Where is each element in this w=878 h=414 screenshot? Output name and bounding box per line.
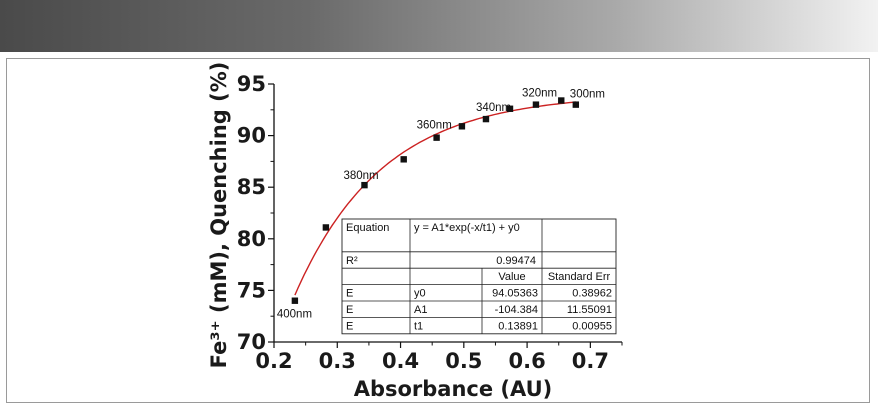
x-tick-label: 0.6: [508, 349, 545, 373]
point-label: 360nm: [417, 120, 452, 132]
y-tick-label: 95: [237, 72, 266, 96]
fit-table: Equation y = A1*exp(-x/t1) + y0 R² 0.99474 V…: [341, 218, 617, 335]
data-point: [433, 134, 440, 141]
data-point: [572, 101, 580, 108]
table-param-value: 94.05363: [492, 288, 538, 300]
y-tick-label: 70: [237, 330, 266, 354]
table-param-stderr: 0.38962: [572, 288, 612, 300]
table-r2-label: R²: [346, 255, 358, 267]
table-row-type: E: [346, 320, 353, 332]
table-param-name: t1: [414, 320, 423, 332]
table-param-stderr: 11.55091: [567, 304, 612, 316]
table-equation-value: y = A1*exp(-x/t1) + y0: [414, 222, 520, 234]
table-border: [341, 218, 617, 335]
y-tick-label: 75: [237, 278, 266, 302]
y-tick-label: 90: [237, 124, 266, 148]
table-param-name: A1: [414, 304, 427, 316]
table-r2-value: 0.99474: [496, 255, 536, 267]
point-label: 380nm: [343, 170, 378, 182]
data-point: [458, 123, 466, 130]
header-band: [0, 0, 878, 52]
table-row-type: E: [346, 288, 353, 300]
data-point: [532, 101, 540, 108]
table-param-name: y0: [414, 288, 426, 300]
point-label: 340nm: [476, 102, 511, 114]
point-label: 400nm: [277, 309, 312, 321]
x-axis-title: Absorbance (AU): [354, 377, 553, 401]
data-point: [482, 115, 490, 123]
x-tick-label: 0.7: [572, 349, 609, 373]
data-point: [361, 181, 368, 189]
data-point: [400, 156, 407, 163]
y-axis-title: Fe³⁺ (mM), Quenching (%): [207, 62, 231, 369]
table-param-stderr: 0.00955: [572, 320, 612, 332]
table-header-value: Value: [498, 271, 525, 283]
y-tick-label: 80: [237, 227, 266, 251]
x-tick-label: 0.2: [255, 349, 292, 373]
point-label: 320nm: [522, 88, 557, 100]
data-point: [291, 297, 299, 304]
data-point: [322, 224, 330, 231]
x-tick-label: 0.5: [445, 349, 482, 373]
table-param-value: 0.13891: [498, 320, 538, 332]
table-row-type: E: [346, 304, 353, 316]
table-param-value: -104.384: [495, 304, 538, 316]
y-tick-label: 85: [237, 175, 266, 199]
data-point: [558, 97, 565, 104]
table-header-stderr: Standard Err: [548, 271, 611, 283]
x-tick-label: 0.3: [319, 349, 356, 373]
x-tick-label: 0.4: [382, 349, 419, 373]
table-equation-label: Equation: [346, 222, 389, 234]
data-point: [506, 105, 514, 112]
point-label: 300nm: [570, 89, 605, 101]
